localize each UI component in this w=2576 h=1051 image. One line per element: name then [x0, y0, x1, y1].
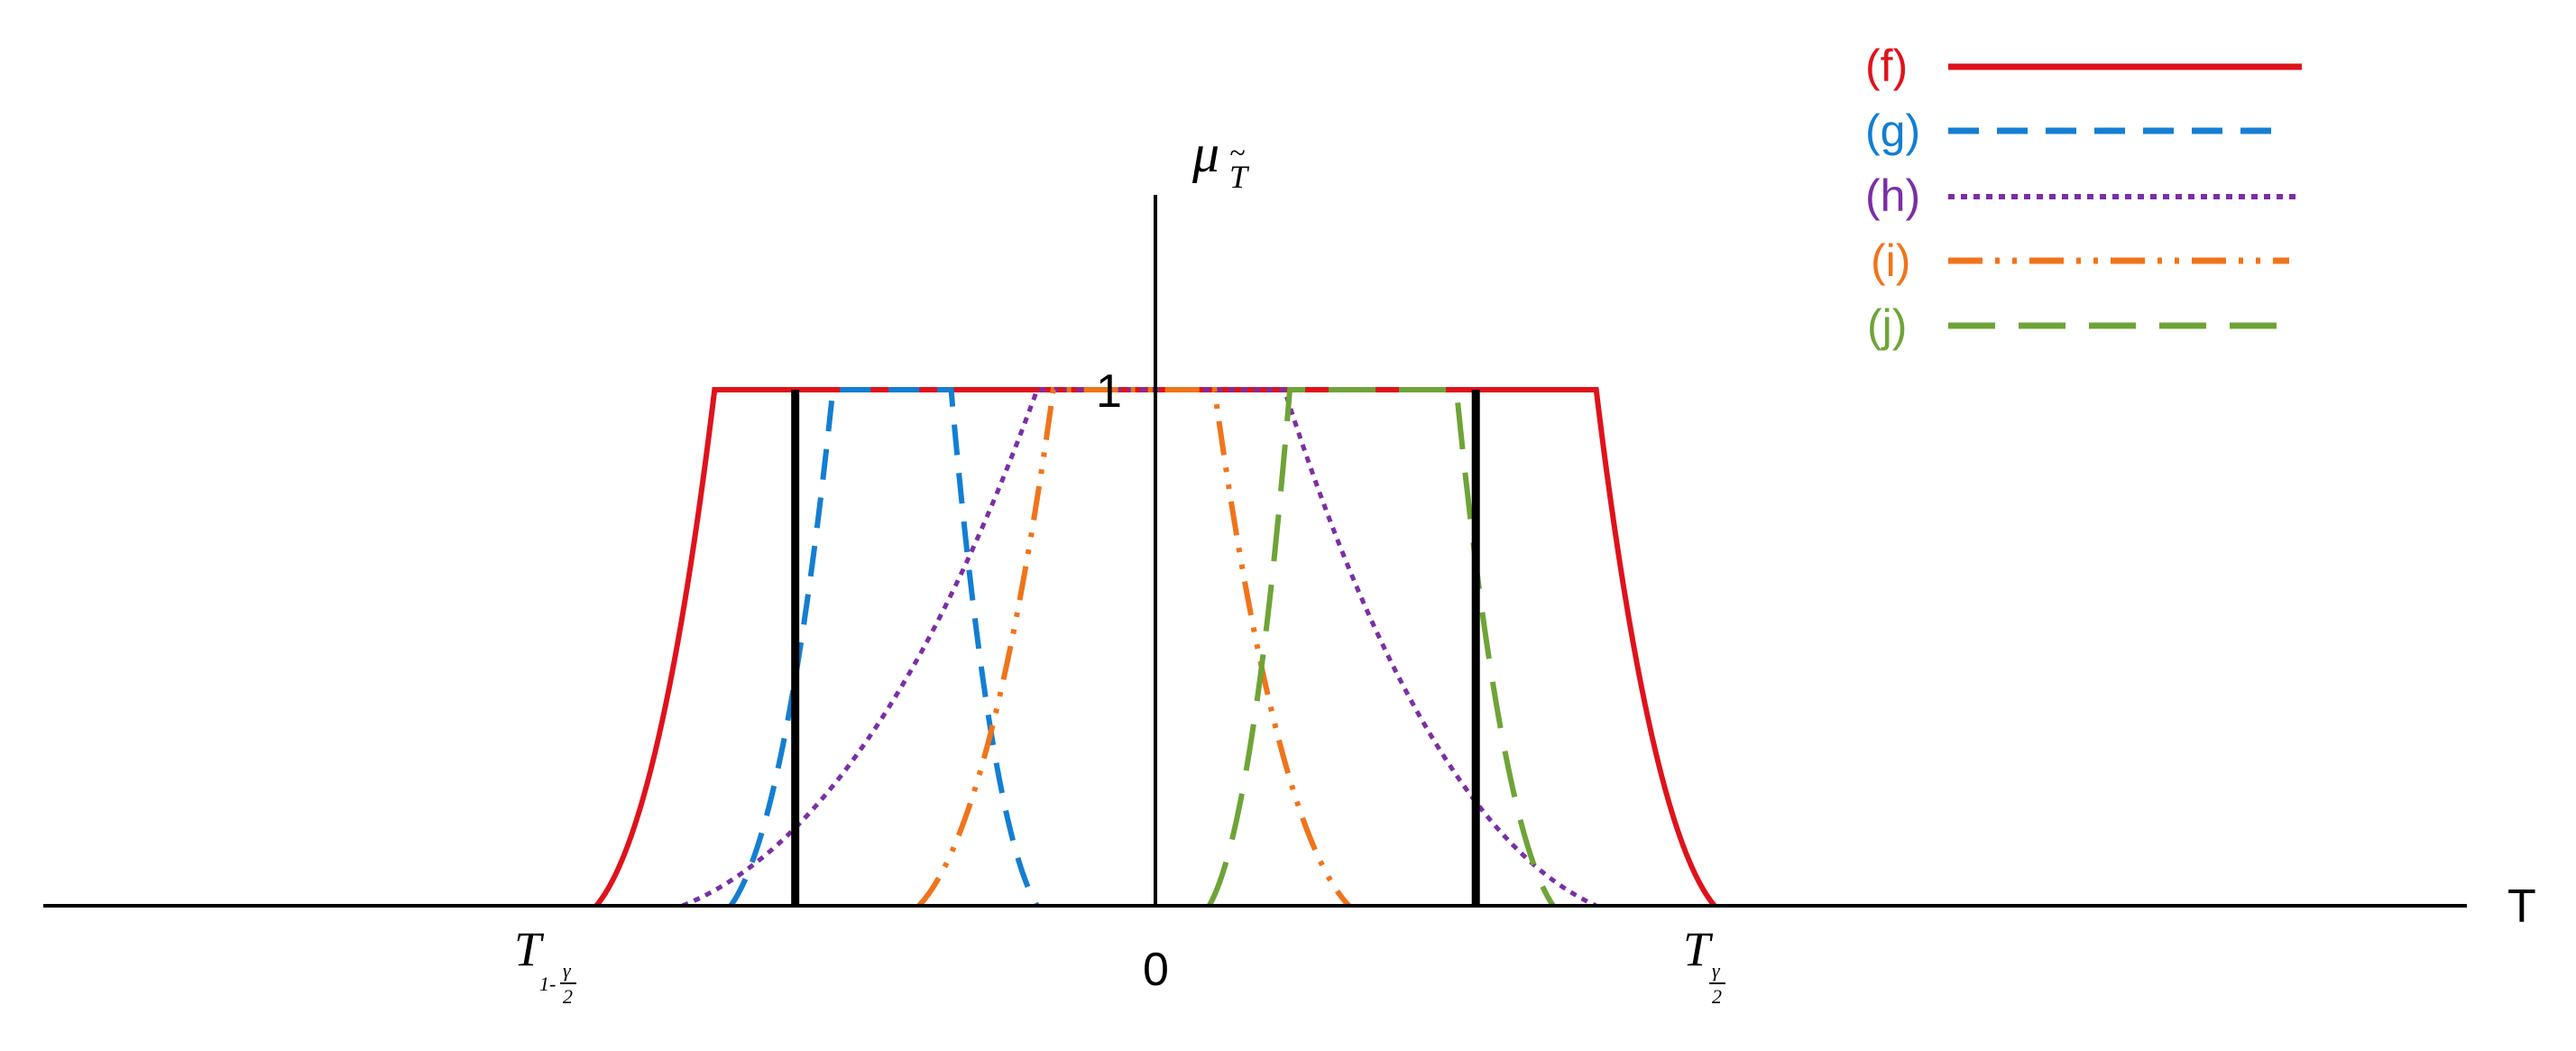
- legend-label-g: (g): [1865, 106, 1920, 156]
- marker-left-base: T: [514, 922, 545, 976]
- legend-item-j: (j): [1867, 300, 2282, 351]
- curve-h: [681, 387, 1597, 908]
- y-axis-label-sub: T: [1229, 159, 1250, 195]
- marker-label-right: T γ 2: [1683, 922, 1725, 1008]
- legend-item-i: (i): [1871, 235, 2289, 286]
- curve-i: [916, 387, 1351, 908]
- marker-right-frac-num: γ: [1712, 959, 1721, 982]
- y-axis-label-mu: μ: [1191, 124, 1219, 183]
- y-axis-label: μ T ~: [1191, 124, 1250, 195]
- axes-layer: [43, 195, 2467, 908]
- marker-left-frac-den: 2: [563, 985, 573, 1008]
- marker-right-frac-den: 2: [1712, 985, 1722, 1008]
- legend: (f) (g) (h) (i) (j): [1865, 41, 2302, 351]
- one-label: 1: [1096, 365, 1122, 418]
- y-axis-label-tilde: ~: [1229, 136, 1245, 169]
- legend-label-f: (f): [1865, 41, 1908, 91]
- marker-left-prefix: 1-: [539, 973, 556, 995]
- curve-g: [728, 387, 1040, 908]
- legend-label-j: (j): [1867, 300, 1907, 351]
- marker-label-left: T 1- γ 2: [514, 922, 576, 1008]
- origin-label: 0: [1143, 944, 1169, 996]
- marker-right-base: T: [1683, 922, 1714, 976]
- marker-left-frac-num: γ: [563, 959, 572, 982]
- legend-item-f: (f): [1865, 41, 2302, 91]
- legend-item-g: (g): [1865, 106, 2282, 156]
- legend-label-i: (i): [1871, 235, 1910, 286]
- x-axis-label: T: [2507, 880, 2536, 933]
- curve-j: [1206, 387, 1556, 908]
- legend-label-h: (h): [1865, 171, 1920, 221]
- legend-item-h: (h): [1865, 171, 2298, 221]
